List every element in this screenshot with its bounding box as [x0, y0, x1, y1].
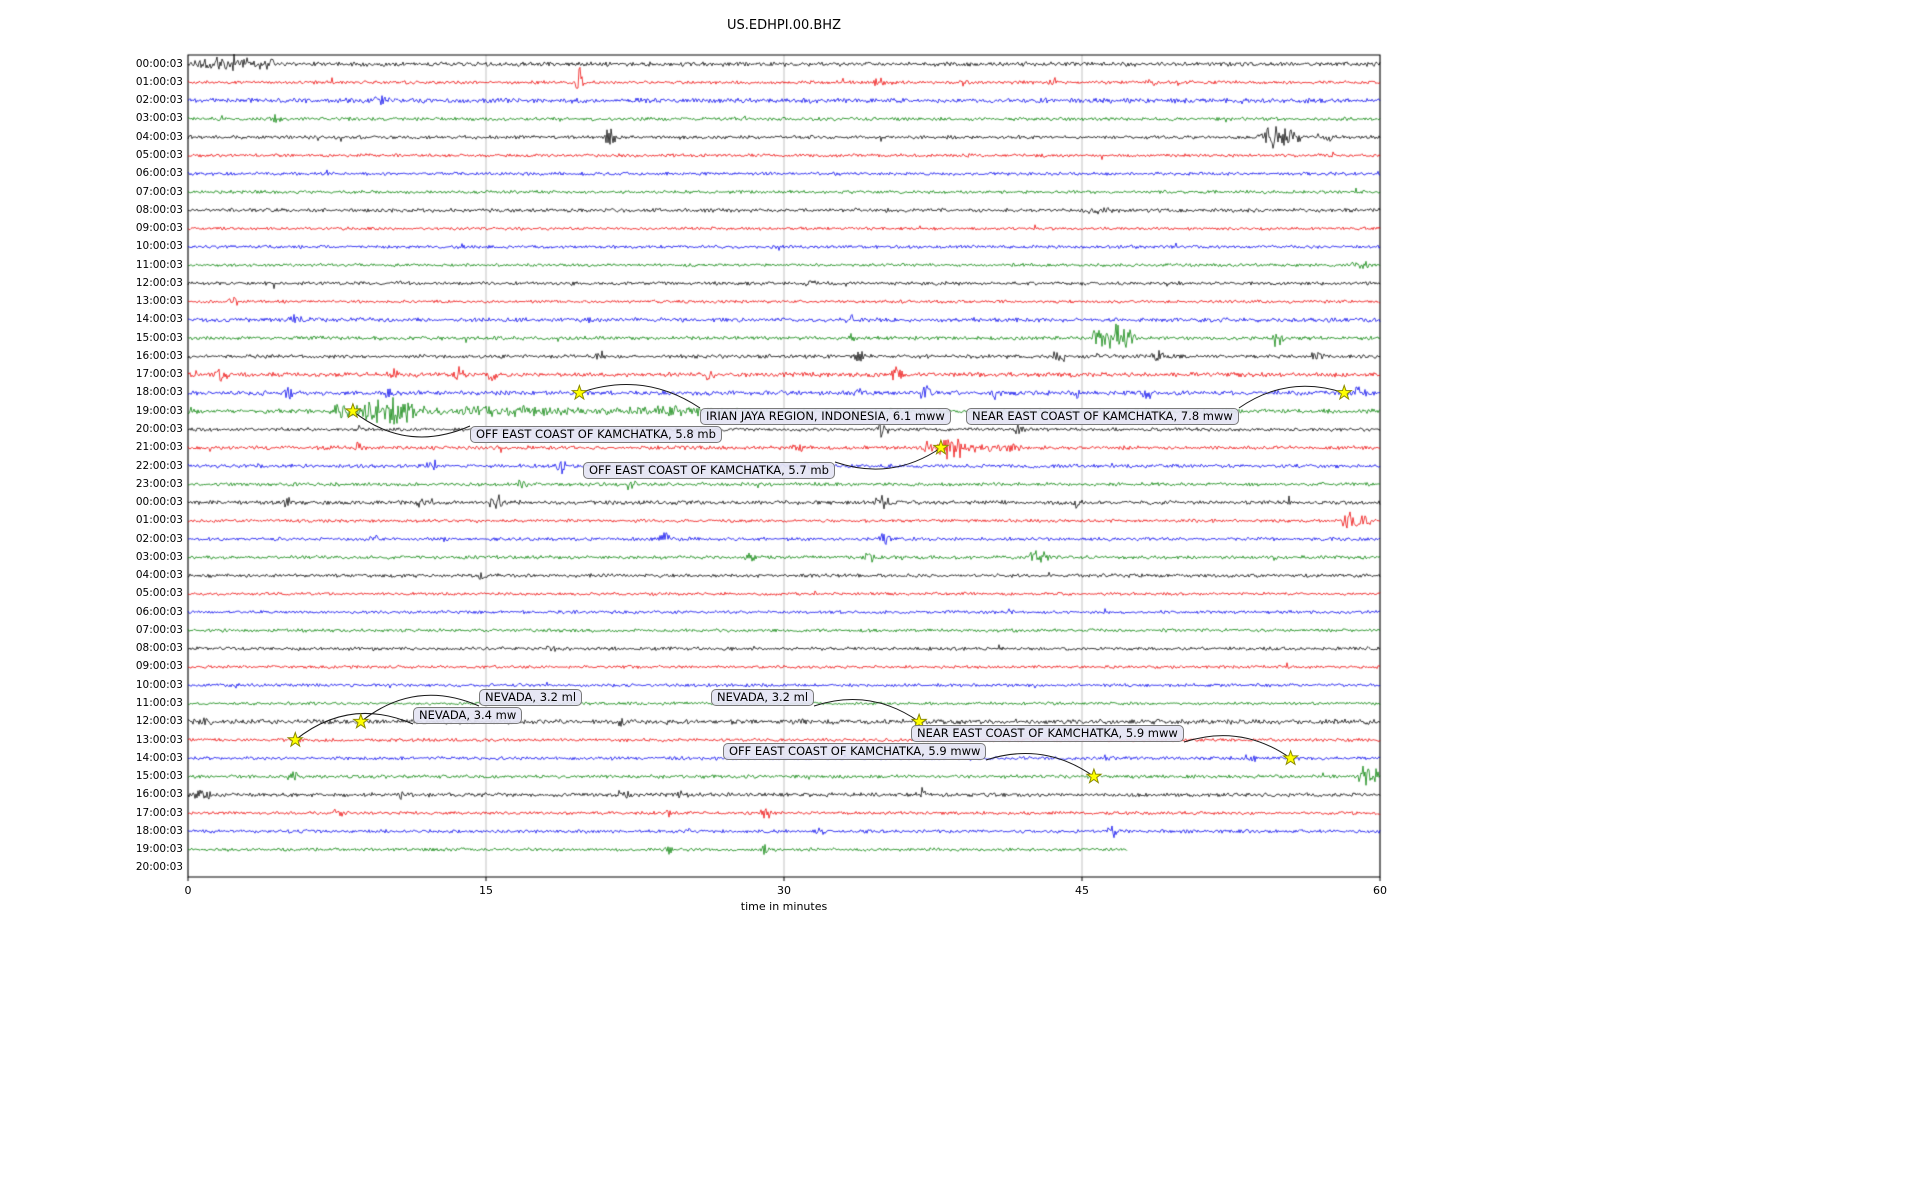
- trace-time-label: 11:00:03: [135, 258, 183, 271]
- trace-time-label: 03:00:03: [135, 112, 183, 125]
- trace-time-label: 16:00:03: [135, 788, 183, 801]
- trace-time-label: 17:00:03: [135, 368, 183, 381]
- trace-time-label: 05:00:03: [135, 148, 183, 161]
- trace-time-label: 06:00:03: [135, 605, 183, 618]
- chart-title: US.EDHPI.00.BHZ: [727, 18, 841, 33]
- trace-time-label: 01:00:03: [135, 514, 183, 527]
- trace-time-label: 20:00:03: [135, 861, 183, 874]
- trace-time-label: 03:00:03: [135, 550, 183, 563]
- trace-time-label: 00:00:03: [135, 496, 183, 509]
- x-axis-label: time in minutes: [740, 900, 828, 913]
- trace-time-label: 13:00:03: [135, 733, 183, 746]
- trace-time-label: 08:00:03: [135, 203, 183, 216]
- x-tick-label: 30: [777, 884, 791, 897]
- trace-time-label: 10:00:03: [135, 678, 183, 691]
- trace-time-label: 22:00:03: [135, 459, 183, 472]
- trace-time-label: 07:00:03: [135, 623, 183, 636]
- trace-time-label: 11:00:03: [135, 696, 183, 709]
- trace-time-label: 01:00:03: [135, 75, 183, 88]
- event-annotation: NEVADA, 3.4 mw: [413, 707, 523, 724]
- trace-time-label: 21:00:03: [135, 441, 183, 454]
- event-annotation: NEAR EAST COAST OF KAMCHATKA, 5.9 mww: [911, 725, 1184, 742]
- x-tick-label: 15: [479, 884, 493, 897]
- x-tick-label: 0: [184, 884, 192, 897]
- trace-time-label: 05:00:03: [135, 587, 183, 600]
- trace-time-label: 16:00:03: [135, 349, 183, 362]
- event-annotation: OFF EAST COAST OF KAMCHATKA, 5.9 mww: [723, 743, 987, 760]
- trace-time-label: 12:00:03: [135, 715, 183, 728]
- trace-time-label: 18:00:03: [135, 386, 183, 399]
- trace-time-label: 09:00:03: [135, 660, 183, 673]
- trace-time-label: 09:00:03: [135, 222, 183, 235]
- trace-time-label: 02:00:03: [135, 532, 183, 545]
- trace-time-label: 13:00:03: [135, 295, 183, 308]
- trace-time-label: 10:00:03: [135, 240, 183, 253]
- event-annotation: IRIAN JAYA REGION, INDONESIA, 6.1 mww: [700, 408, 951, 425]
- trace-time-label: 17:00:03: [135, 806, 183, 819]
- trace-time-label: 23:00:03: [135, 477, 183, 490]
- trace-time-label: 00:00:03: [135, 57, 183, 70]
- trace-time-label: 08:00:03: [135, 642, 183, 655]
- event-annotation: OFF EAST COAST OF KAMCHATKA, 5.8 mb: [470, 426, 722, 443]
- trace-time-label: 06:00:03: [135, 167, 183, 180]
- event-annotation: NEAR EAST COAST OF KAMCHATKA, 7.8 mww: [966, 408, 1239, 425]
- event-annotation: NEVADA, 3.2 ml: [479, 689, 583, 706]
- trace-time-label: 15:00:03: [135, 770, 183, 783]
- trace-time-label: 12:00:03: [135, 276, 183, 289]
- x-tick-label: 45: [1075, 884, 1089, 897]
- x-tick-label: 60: [1373, 884, 1387, 897]
- trace-time-label: 04:00:03: [135, 130, 183, 143]
- trace-time-label: 04:00:03: [135, 569, 183, 582]
- trace-time-label: 07:00:03: [135, 185, 183, 198]
- event-annotation: NEVADA, 3.2 ml: [711, 689, 815, 706]
- trace-time-label: 14:00:03: [135, 313, 183, 326]
- trace-time-label: 20:00:03: [135, 422, 183, 435]
- trace-time-label: 18:00:03: [135, 824, 183, 837]
- trace-time-label: 02:00:03: [135, 94, 183, 107]
- trace-time-label: 19:00:03: [135, 843, 183, 856]
- trace-time-label: 19:00:03: [135, 404, 183, 417]
- trace-time-label: 15:00:03: [135, 331, 183, 344]
- trace-time-label: 14:00:03: [135, 751, 183, 764]
- event-annotation: OFF EAST COAST OF KAMCHATKA, 5.7 mb: [583, 462, 835, 479]
